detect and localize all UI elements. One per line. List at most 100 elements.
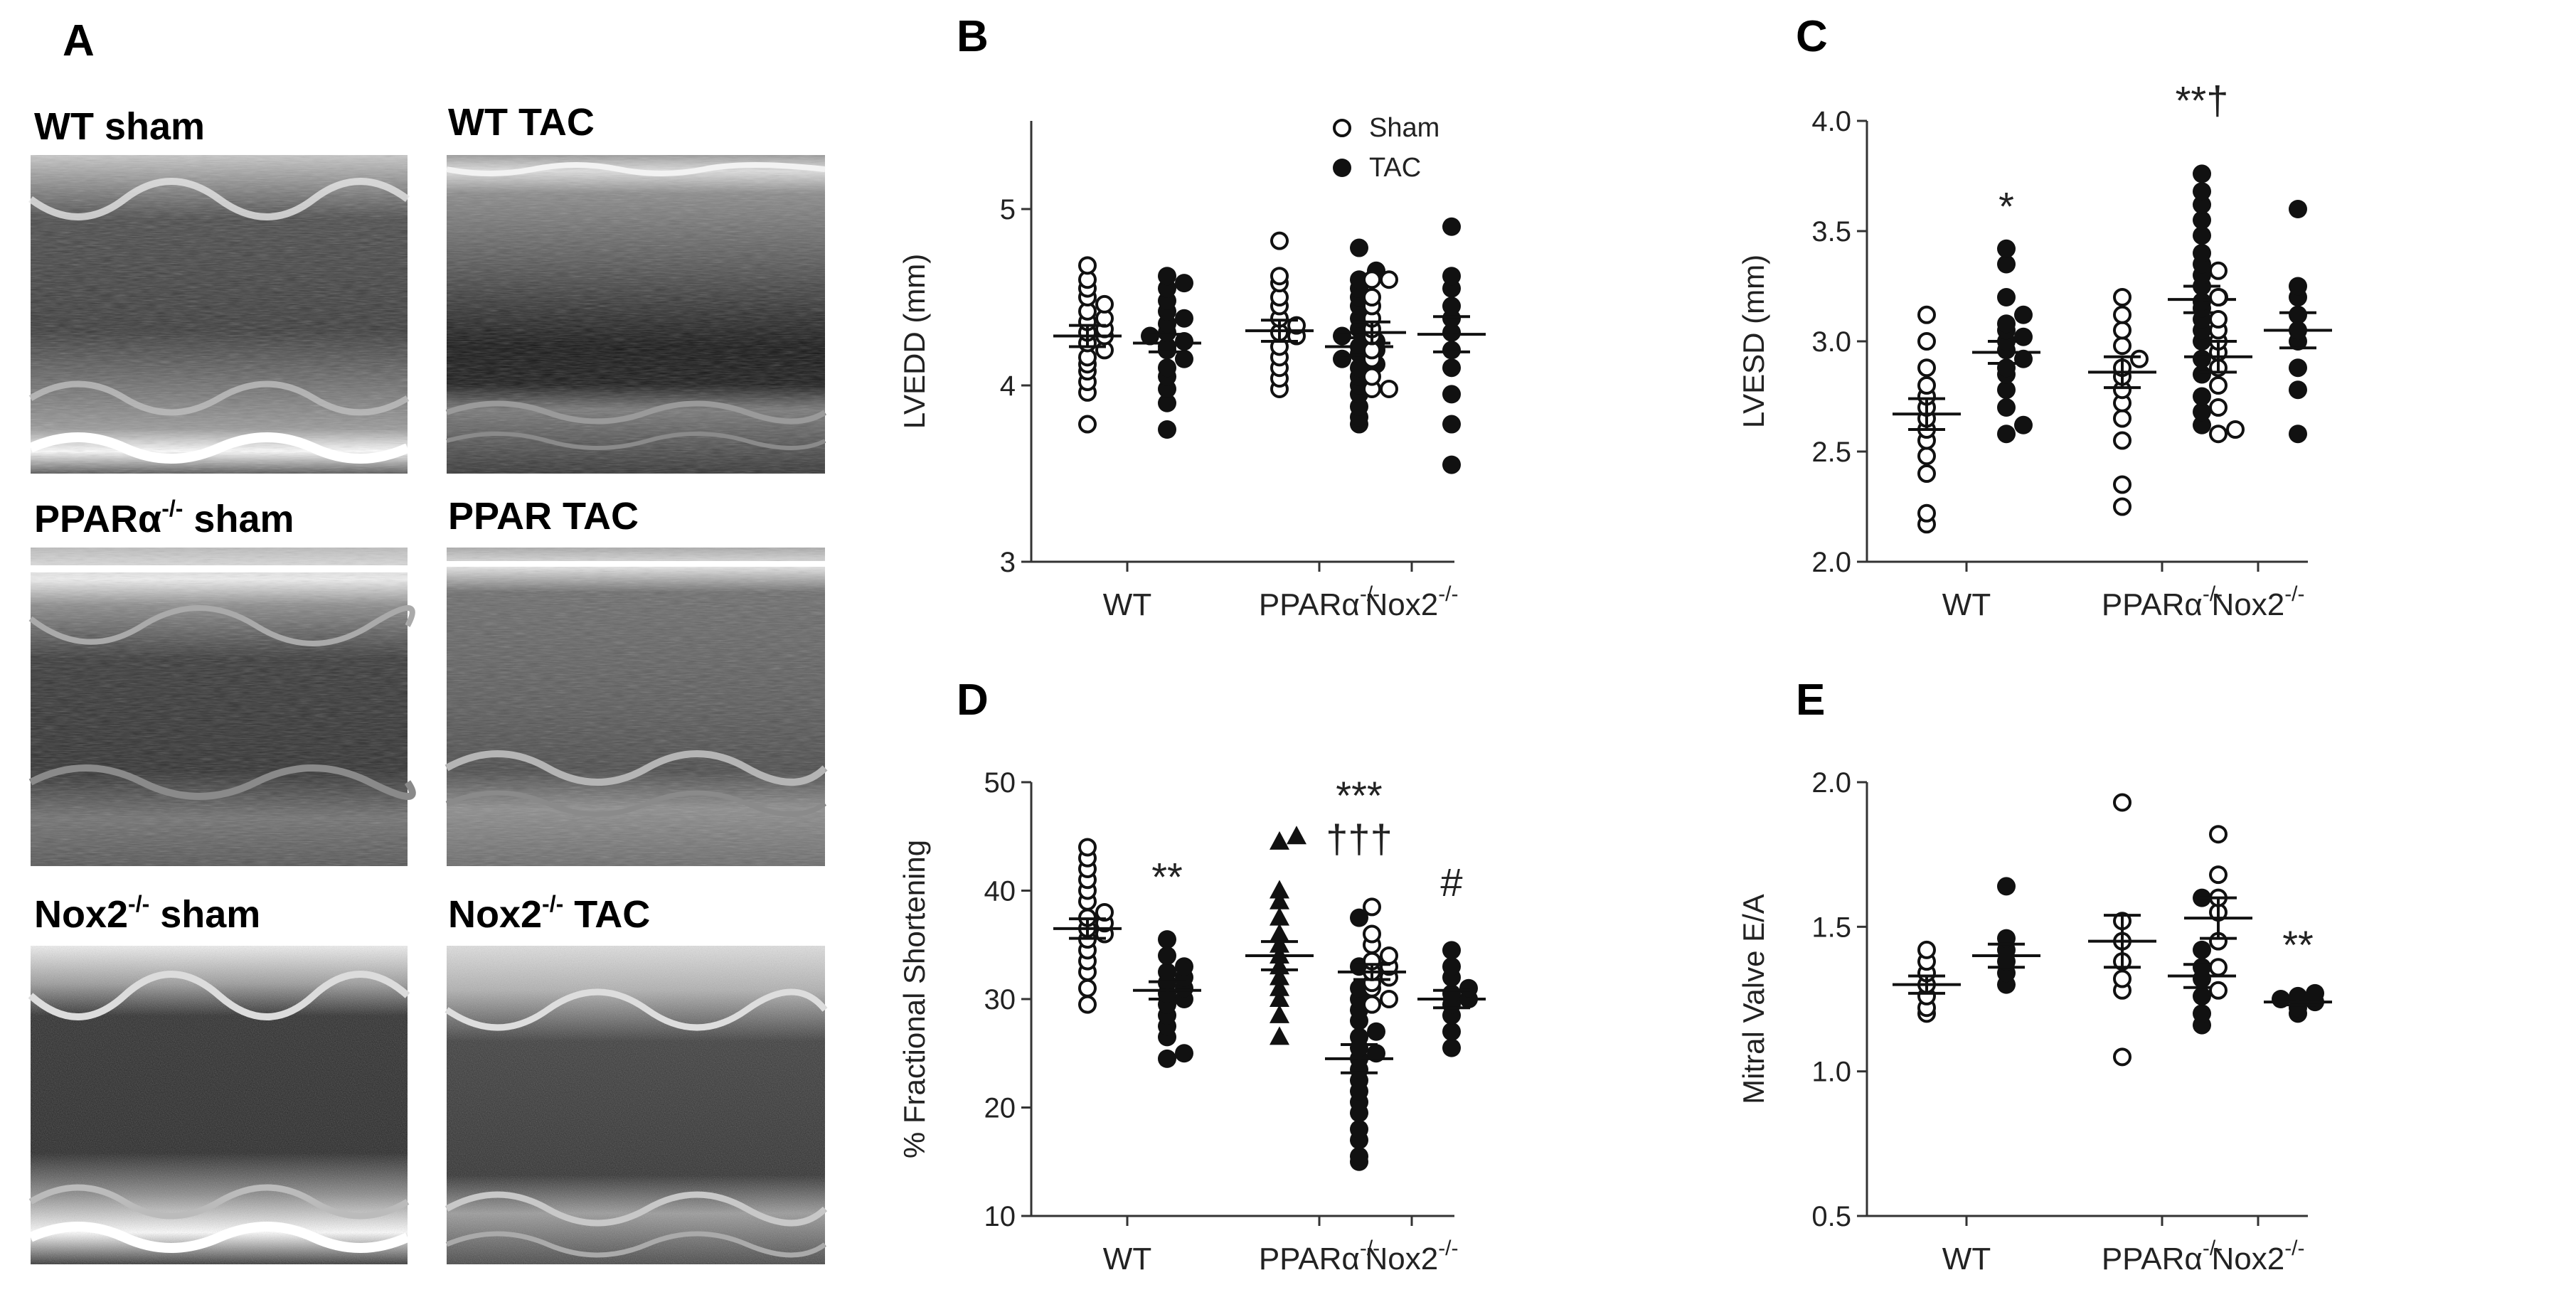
panel-e-y-tick-label: 1.0 [1811,1057,1851,1088]
panel-d-significance-mark: # [1440,860,1462,905]
nox2-sham-title: Nox2-/- sham [34,891,260,936]
panel-c-sham-point [2113,431,2131,450]
panel-c-tac-point [2289,380,2307,400]
panel-d-y-tick-label: 10 [984,1201,1016,1232]
panel-e-y-tick-label: 2.0 [1811,767,1851,799]
panel-d-tac-point [1175,957,1193,976]
panel-d-tac-point [1158,962,1176,981]
panel-c-sham-point [2209,425,2228,444]
panel-e-y-tick-label: 1.5 [1811,912,1851,943]
panel-c-tac-point [1997,239,2016,258]
panel-c-tac-point [2289,358,2307,378]
panel-b-tac-point [1175,309,1193,328]
panel-d-tac-point [1158,946,1176,965]
panel-c-tac-point [2193,244,2211,262]
panel-c-sham-point [2209,261,2228,280]
panel-e-group-label: PPARα-/- [2102,1237,2223,1276]
panel-d-sham-point [1270,880,1289,899]
panel-b-group-label: Nox2-/- [1365,582,1458,622]
panel-c-tac-point [2193,387,2211,406]
panel-c-tac-point [2193,195,2211,214]
legend-sham-label: Sham [1369,113,1439,143]
panel-c-sham-point [2113,475,2131,494]
panel-d-tac-point [1442,941,1461,960]
panel-c-tac-point [2289,200,2307,218]
panel-c-sham-point [2130,349,2149,368]
panel-c-sham-point [2113,409,2131,428]
panel-c-sham-point [2209,288,2228,306]
panel-d-group-label: Nox2-/- [1365,1237,1458,1276]
panel-c-sham-point [1917,358,1936,378]
panel-d-tac-point [1442,1038,1461,1057]
panel-b-y-tick-label: 3 [1000,547,1016,578]
panel-c-y-tick-label: 2.5 [1811,437,1851,468]
panel-c-tac-point [2193,164,2211,183]
panel-d-y-label: % Fractional Shortening [898,840,931,1158]
panel-c-significance-mark: **† [2176,78,2229,123]
panel-d-y-tick-label: 50 [984,767,1016,799]
panel-c-tac-point [2193,402,2211,422]
panel-b-sham-point [1363,288,1381,306]
panel-c-sham-point [2113,305,2131,324]
panel-b-y-label: LVEDD (mm) [898,254,931,429]
panel-c-sham-point [1917,376,1936,395]
panel-d-tac-point [1350,1028,1368,1047]
panel-e-sham-point [2113,793,2131,812]
panel-b-sham-point [1363,270,1381,289]
panel-b-tac-point [1158,358,1176,378]
panel-b-sham-point [1270,231,1289,250]
panel-d-chart: D 10 20 30 40 50 % Fractional Shortening WT PPAR… [898,676,1486,1276]
panel-d-group-label: WT [1103,1242,1151,1276]
panel-d-sham-point [1270,907,1289,926]
panel-e-label: E [1796,676,1825,725]
panel-e-sham-point [2209,981,2228,1000]
panel-c-group-label: Nox2-/- [2211,582,2304,622]
panel-c-y-tick-label: 4.0 [1811,106,1851,137]
panel-c-sham-point [2113,288,2131,306]
panel-d-significance-mark: ** [1151,855,1183,900]
panel-c-significance-mark: * [1998,184,2014,229]
panel-d-y-tick-label: 40 [984,876,1016,907]
panel-d-tac-point [1442,1022,1461,1041]
panel-b-sham-point [1363,367,1381,386]
panel-b-tac-point [1442,217,1461,236]
panel-b-tac-point [1442,385,1461,404]
panel-e-group-label: Nox2-/- [2211,1237,2304,1276]
panel-b-tac-point [1333,349,1351,368]
panel-c-sham-point [1917,332,1936,351]
panel-e-sham-point [2209,825,2228,844]
panel-b-tac-point [1442,415,1461,434]
panel-b-y-tick-label: 5 [1000,194,1016,225]
panel-d-label: D [957,676,989,725]
panel-c-group-label: WT [1942,587,1991,622]
panel-c-sham-point [2209,376,2228,395]
panel-c-tac-point [2193,226,2211,245]
panel-d-sham-point [1363,924,1381,944]
panel-e-significance-mark: ** [2282,922,2314,967]
panel-d-sham-point [1363,897,1381,917]
panel-c-tac-point [2193,182,2211,201]
panel-c-sham-point [2113,321,2131,340]
panel-d-sham-point [1380,946,1398,965]
panel-e-sham-point [2113,969,2131,988]
panel-d-sham-point [1380,990,1398,1008]
panel-e-tac-point [2193,940,2211,959]
panel-b-chart: B 3 4 5 LVEDD (mm) WT PPARα-/-Nox2-/- Sham TAC [898,12,1486,622]
panel-d-tac-point [1158,930,1176,949]
panel-d-sham-point [1270,831,1289,850]
panel-c-tac-point [2289,277,2307,296]
legend-tac-label: TAC [1369,153,1421,183]
wt-tac-title: WT TAC [448,101,595,144]
nox2-tac-title: Nox2-/- TAC [448,891,650,936]
panel-d-sham-point [1270,966,1289,986]
panel-c-sham-point [2226,420,2245,439]
panel-c-tac-point [1997,288,2016,306]
panel-d-sham-point [1270,1026,1289,1045]
panel-e-tac-point [2193,986,2211,1005]
panel-c-sham-point [1917,447,1936,466]
panel-b-tac-point [1333,326,1351,346]
panel-c-tac-point [2014,305,2033,324]
panel-c-group-label: PPARα-/- [2102,582,2223,622]
wt-sham-echo-image [28,155,410,474]
